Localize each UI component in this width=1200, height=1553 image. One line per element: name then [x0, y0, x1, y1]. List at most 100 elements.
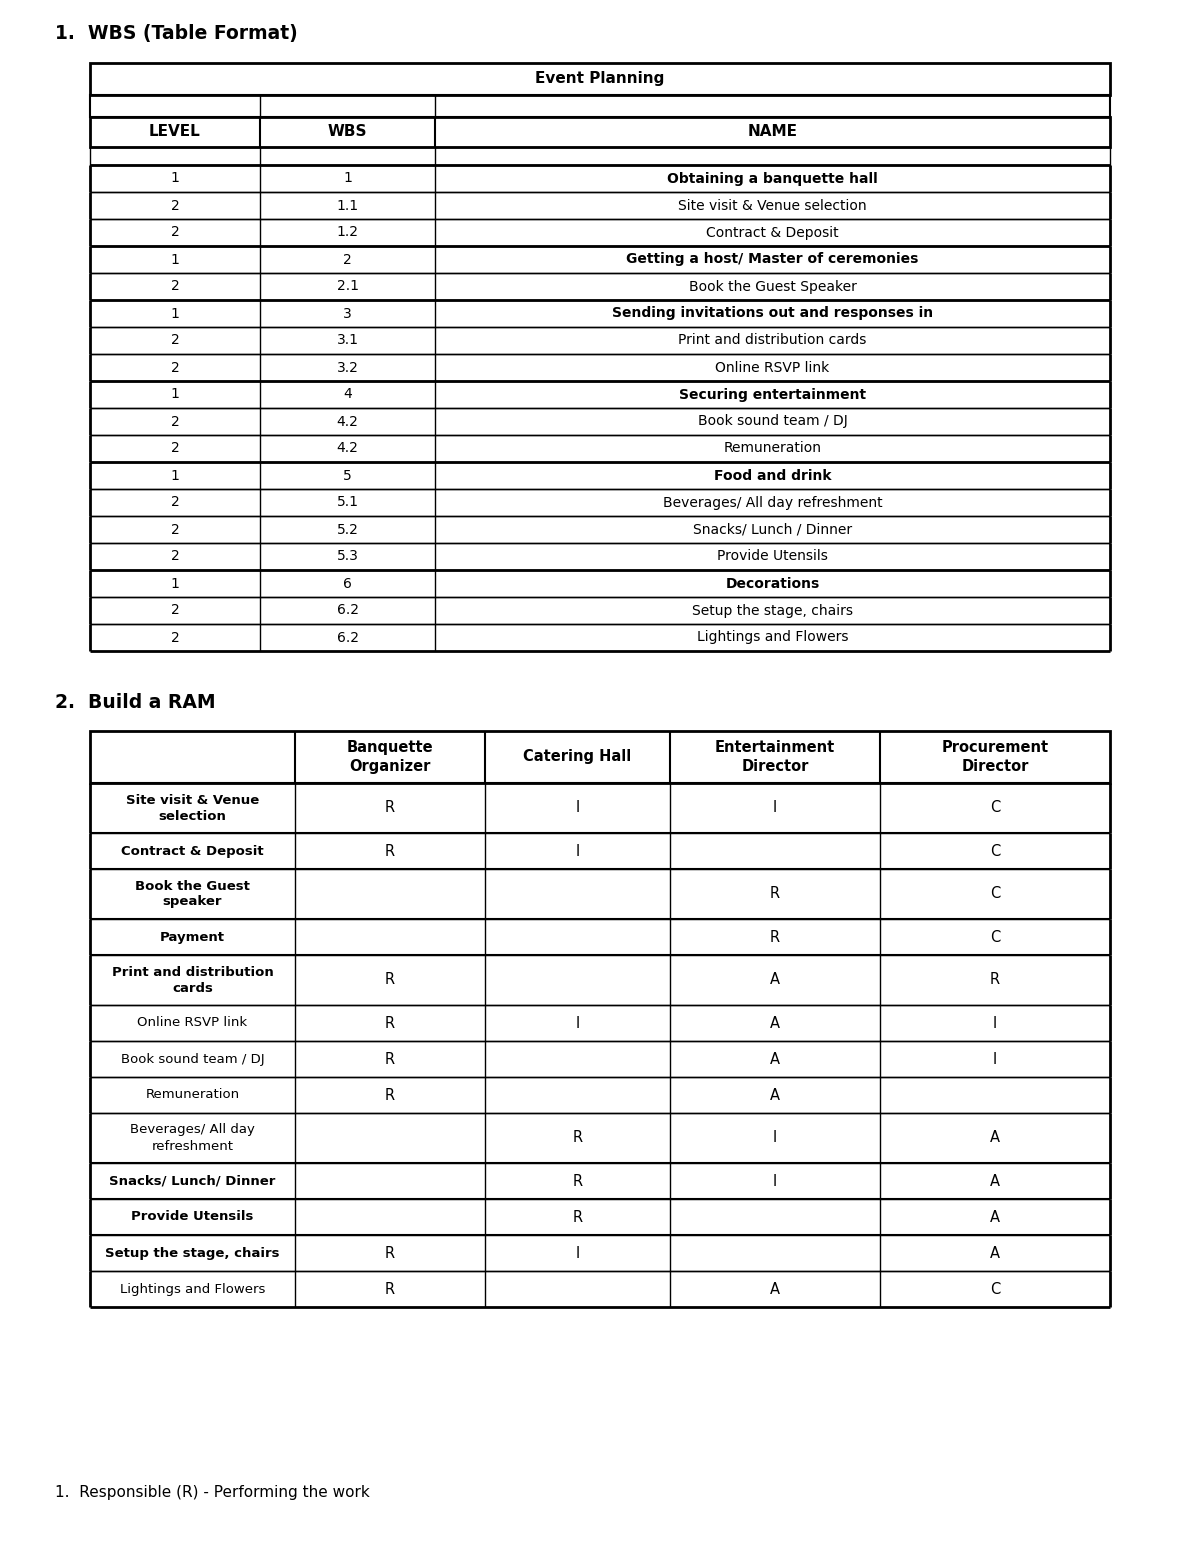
Bar — [90, 731, 1110, 783]
Text: 2: 2 — [170, 495, 179, 509]
Text: A: A — [990, 1210, 1000, 1224]
Text: Provide Utensils: Provide Utensils — [131, 1210, 253, 1224]
Text: Print and distribution
cards: Print and distribution cards — [112, 966, 274, 994]
Text: Beverages/ All day
refreshment: Beverages/ All day refreshment — [130, 1123, 254, 1152]
Text: Beverages/ All day refreshment: Beverages/ All day refreshment — [662, 495, 882, 509]
Text: Provide Utensils: Provide Utensils — [718, 550, 828, 564]
Bar — [90, 95, 1110, 116]
Text: 1: 1 — [343, 171, 352, 185]
Text: A: A — [770, 972, 780, 988]
Text: C: C — [990, 1281, 1000, 1297]
Text: I: I — [773, 1174, 778, 1188]
Text: Securing entertainment: Securing entertainment — [679, 388, 866, 402]
Text: I: I — [773, 800, 778, 815]
Text: 1.  WBS (Table Format): 1. WBS (Table Format) — [55, 23, 298, 42]
Text: A: A — [990, 1131, 1000, 1146]
Text: 2: 2 — [170, 604, 179, 618]
Text: 1: 1 — [170, 388, 180, 402]
Text: R: R — [385, 972, 395, 988]
Text: I: I — [575, 1016, 580, 1031]
Text: Contract & Deposit: Contract & Deposit — [121, 845, 264, 857]
Text: Procurement
Director: Procurement Director — [942, 739, 1049, 775]
Bar — [90, 116, 1110, 148]
Text: Book sound team / DJ: Book sound team / DJ — [121, 1053, 264, 1065]
Text: I: I — [575, 800, 580, 815]
Text: Contract & Deposit: Contract & Deposit — [706, 225, 839, 239]
Text: 1: 1 — [170, 171, 180, 185]
Text: 1: 1 — [170, 576, 180, 590]
Text: I: I — [773, 1131, 778, 1146]
Text: R: R — [385, 843, 395, 859]
Text: A: A — [770, 1281, 780, 1297]
Text: 2: 2 — [170, 631, 179, 644]
Text: 2: 2 — [170, 522, 179, 536]
Text: Lightings and Flowers: Lightings and Flowers — [697, 631, 848, 644]
Text: Online RSVP link: Online RSVP link — [138, 1017, 247, 1030]
Text: Setup the stage, chairs: Setup the stage, chairs — [692, 604, 853, 618]
Text: Site visit & Venue
selection: Site visit & Venue selection — [126, 794, 259, 823]
Text: A: A — [770, 1016, 780, 1031]
Text: Setup the stage, chairs: Setup the stage, chairs — [106, 1247, 280, 1259]
Text: 1.  Responsible (R) - Performing the work: 1. Responsible (R) - Performing the work — [55, 1486, 370, 1500]
Text: 2: 2 — [170, 550, 179, 564]
Text: 2.  Build a RAM: 2. Build a RAM — [55, 694, 216, 713]
Text: 2: 2 — [170, 199, 179, 213]
Text: R: R — [385, 1246, 395, 1261]
Text: Lightings and Flowers: Lightings and Flowers — [120, 1283, 265, 1295]
Text: 3: 3 — [343, 306, 352, 320]
Text: Sending invitations out and responses in: Sending invitations out and responses in — [612, 306, 934, 320]
Text: R: R — [572, 1210, 582, 1224]
Text: 2: 2 — [170, 334, 179, 348]
Text: I: I — [992, 1016, 997, 1031]
Text: 5.2: 5.2 — [336, 522, 359, 536]
Text: R: R — [572, 1131, 582, 1146]
Text: A: A — [770, 1087, 780, 1103]
Text: Obtaining a banquette hall: Obtaining a banquette hall — [667, 171, 878, 185]
Text: R: R — [385, 800, 395, 815]
Text: 6.2: 6.2 — [336, 631, 359, 644]
Text: WBS: WBS — [328, 124, 367, 140]
Text: C: C — [990, 843, 1000, 859]
Text: Food and drink: Food and drink — [714, 469, 832, 483]
Text: 2.1: 2.1 — [336, 280, 359, 294]
Text: I: I — [575, 843, 580, 859]
Bar — [90, 64, 1110, 95]
Text: Site visit & Venue selection: Site visit & Venue selection — [678, 199, 866, 213]
Text: 2: 2 — [170, 280, 179, 294]
Text: 4.2: 4.2 — [336, 415, 359, 429]
Text: Book the Guest Speaker: Book the Guest Speaker — [689, 280, 857, 294]
Text: 2: 2 — [343, 253, 352, 267]
Text: Banquette
Organizer: Banquette Organizer — [347, 739, 433, 775]
Text: 4.2: 4.2 — [336, 441, 359, 455]
Text: 1.1: 1.1 — [336, 199, 359, 213]
Text: Snacks/ Lunch / Dinner: Snacks/ Lunch / Dinner — [692, 522, 852, 536]
Text: C: C — [990, 800, 1000, 815]
Text: 3.2: 3.2 — [336, 360, 359, 374]
Text: 1: 1 — [170, 253, 180, 267]
Text: 6.2: 6.2 — [336, 604, 359, 618]
Text: A: A — [770, 1051, 780, 1067]
Text: 5.1: 5.1 — [336, 495, 359, 509]
Text: C: C — [990, 930, 1000, 944]
Text: NAME: NAME — [748, 124, 798, 140]
Text: 1.2: 1.2 — [336, 225, 359, 239]
Text: I: I — [992, 1051, 997, 1067]
Text: R: R — [385, 1051, 395, 1067]
Text: 2: 2 — [170, 415, 179, 429]
Text: Book the Guest
speaker: Book the Guest speaker — [136, 879, 250, 909]
Text: A: A — [990, 1246, 1000, 1261]
Bar — [90, 148, 1110, 165]
Text: A: A — [990, 1174, 1000, 1188]
Text: 6: 6 — [343, 576, 352, 590]
Text: LEVEL: LEVEL — [149, 124, 200, 140]
Text: Book sound team / DJ: Book sound team / DJ — [697, 415, 847, 429]
Text: R: R — [572, 1174, 582, 1188]
Text: R: R — [385, 1087, 395, 1103]
Text: Online RSVP link: Online RSVP link — [715, 360, 829, 374]
Text: Entertainment
Director: Entertainment Director — [715, 739, 835, 775]
Text: R: R — [385, 1281, 395, 1297]
Text: R: R — [770, 887, 780, 901]
Text: R: R — [770, 930, 780, 944]
Text: Snacks/ Lunch/ Dinner: Snacks/ Lunch/ Dinner — [109, 1174, 276, 1188]
Text: 2: 2 — [170, 441, 179, 455]
